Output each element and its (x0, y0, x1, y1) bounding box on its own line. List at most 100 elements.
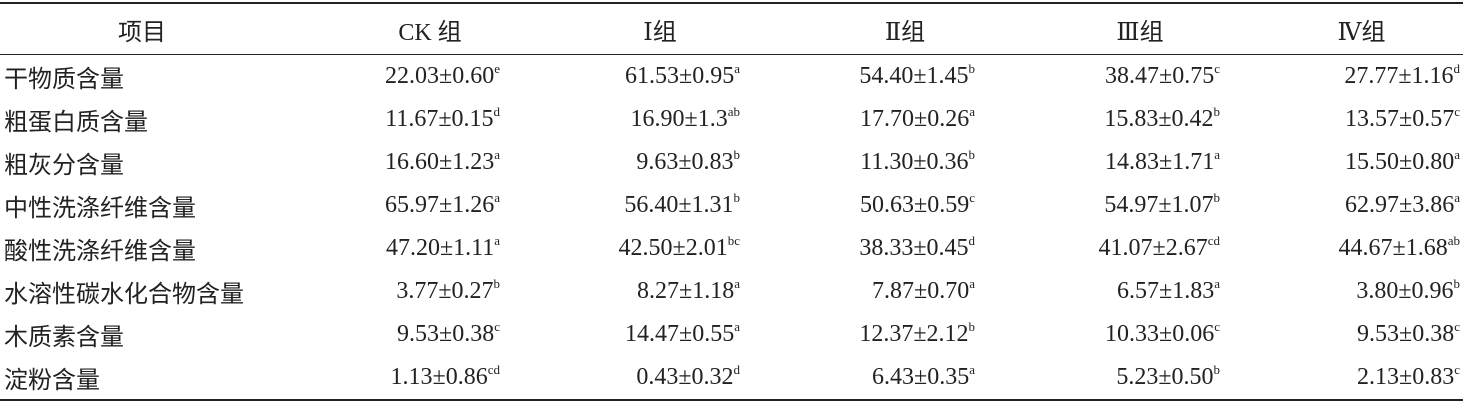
cell-value: 9.63±0.83 (636, 149, 734, 175)
table-cell: 13.57±0.57c (1260, 98, 1463, 141)
row-label: 粗蛋白质含量 (4, 110, 148, 136)
table-cell: 2.13±0.83c (1260, 356, 1463, 400)
significance-letter: b (493, 276, 501, 291)
table-cell: 42.50±2.01bc (530, 227, 790, 270)
significance-letter: b (968, 61, 976, 76)
significance-letter: c (1454, 362, 1460, 377)
significance-letter: b (968, 147, 976, 162)
cell-value: 54.40±1.45 (859, 63, 969, 89)
column-header: Ⅲ组 (1020, 3, 1260, 55)
cell-value: 62.97±3.86 (1345, 192, 1455, 218)
cell-value: 27.77±1.16 (1344, 63, 1454, 89)
row-label: 干物质含量 (4, 67, 124, 93)
cell-value: 9.53±0.38 (1357, 321, 1455, 347)
significance-letter: d (733, 362, 741, 377)
column-header: Ⅱ组 (790, 3, 1020, 55)
table-cell: 14.47±0.55a (530, 313, 790, 356)
column-header: CK 组 (330, 3, 530, 55)
significance-letter: c (494, 319, 500, 334)
table-row: 木质素含量 9.53±0.38c 14.47±0.55a 12.37±2.12b 10.… (0, 313, 1463, 356)
table-cell: 8.27±1.18a (530, 270, 790, 313)
table-cell: 11.30±0.36b (790, 141, 1020, 184)
significance-letter: a (1214, 276, 1220, 291)
column-header: Ⅳ组 (1260, 3, 1463, 55)
column-header: Ⅰ组 (530, 3, 790, 55)
cell-value: 10.33±0.06 (1105, 321, 1215, 347)
cell-value: 16.60±1.23 (385, 149, 495, 175)
table-cell: 6.43±0.35a (790, 356, 1020, 400)
cell-value: 11.30±0.36 (860, 149, 969, 175)
cell-value: 9.53±0.38 (397, 321, 495, 347)
table-cell: 61.53±0.95a (530, 55, 790, 99)
data-table: 项目 CK 组 Ⅰ组 Ⅱ组 Ⅲ组 Ⅳ组 干物质含量 22.03±0.60e 61.53±0.9… (0, 2, 1463, 401)
significance-letter: ab (1447, 233, 1460, 248)
significance-letter: b (968, 319, 976, 334)
table-row: 中性洗涤纤维含量 65.97±1.26a 56.40±1.31b 50.63±0.59… (0, 184, 1463, 227)
cell-value: 8.27±1.18 (637, 278, 735, 304)
significance-letter: cd (487, 362, 500, 377)
significance-letter: c (1454, 319, 1460, 334)
cell-value: 7.87±0.70 (872, 278, 970, 304)
table-cell: 17.70±0.26a (790, 98, 1020, 141)
table-cell: 41.07±2.67cd (1020, 227, 1260, 270)
table-row: 干物质含量 22.03±0.60e 61.53±0.95a 54.40±1.45b 38… (0, 55, 1463, 99)
table-cell: 9.63±0.83b (530, 141, 790, 184)
significance-letter: b (733, 147, 741, 162)
table-cell: 7.87±0.70a (790, 270, 1020, 313)
table-cell: 38.33±0.45d (790, 227, 1020, 270)
header-row: 项目 CK 组 Ⅰ组 Ⅱ组 Ⅲ组 Ⅳ组 (0, 3, 1463, 55)
significance-letter: a (1214, 147, 1220, 162)
row-label: 中性洗涤纤维含量 (4, 196, 196, 222)
cell-value: 47.20±1.11 (385, 235, 495, 261)
cell-value: 6.43±0.35 (872, 364, 970, 390)
table-cell: 38.47±0.75c (1020, 55, 1260, 99)
significance-letter: a (734, 61, 740, 76)
table-cell: 0.43±0.32d (530, 356, 790, 400)
significance-letter: a (734, 276, 740, 291)
table-row: 水溶性碳水化合物含量 3.77±0.27b 8.27±1.18a 7.87±0.70a… (0, 270, 1463, 313)
table-cell: 56.40±1.31b (530, 184, 790, 227)
significance-letter: ab (727, 104, 740, 119)
table-cell: 47.20±1.11a (330, 227, 530, 270)
cell-value: 44.67±1.68 (1338, 235, 1448, 261)
significance-letter: c (1214, 61, 1220, 76)
significance-letter: b (1213, 104, 1221, 119)
table-cell: 54.40±1.45b (790, 55, 1020, 99)
table-cell: 9.53±0.38c (330, 313, 530, 356)
row-label: 淀粉含量 (4, 368, 100, 394)
row-label: 木质素含量 (4, 325, 124, 351)
significance-letter: b (1453, 276, 1461, 291)
column-header: 项目 (0, 3, 330, 55)
table-cell: 11.67±0.15d (330, 98, 530, 141)
cell-value: 38.33±0.45 (859, 235, 969, 261)
significance-letter: e (494, 61, 500, 76)
significance-letter: b (1213, 190, 1221, 205)
cell-value: 41.07±2.67 (1098, 235, 1208, 261)
cell-value: 17.70±0.26 (860, 106, 970, 132)
significance-letter: c (1454, 104, 1460, 119)
row-label: 粗灰分含量 (4, 153, 124, 179)
table-cell: 9.53±0.38c (1260, 313, 1463, 356)
table-cell: 16.60±1.23a (330, 141, 530, 184)
cell-value: 15.50±0.80 (1345, 149, 1455, 175)
cell-value: 15.83±0.42 (1104, 106, 1214, 132)
row-label: 水溶性碳水化合物含量 (4, 282, 244, 308)
cell-value: 22.03±0.60 (385, 63, 495, 89)
significance-letter: c (1214, 319, 1220, 334)
table-cell: 12.37±2.12b (790, 313, 1020, 356)
table-cell: 50.63±0.59c (790, 184, 1020, 227)
significance-letter: a (494, 190, 500, 205)
table-cell: 16.90±1.3ab (530, 98, 790, 141)
significance-letter: a (494, 233, 500, 248)
cell-value: 65.97±1.26 (385, 192, 495, 218)
table-cell: 5.23±0.50b (1020, 356, 1260, 400)
table-cell: 54.97±1.07b (1020, 184, 1260, 227)
cell-value: 6.57±1.83 (1117, 278, 1215, 304)
significance-letter: bc (727, 233, 740, 248)
table-row: 粗灰分含量 16.60±1.23a 9.63±0.83b 11.30±0.36b 14.… (0, 141, 1463, 184)
table-cell: 44.67±1.68ab (1260, 227, 1463, 270)
cell-value: 3.77±0.27 (396, 278, 494, 304)
table-row: 酸性洗涤纤维含量 47.20±1.11a 42.50±2.01bc 38.33±0.4… (0, 227, 1463, 270)
table-cell: 14.83±1.71a (1020, 141, 1260, 184)
row-label: 酸性洗涤纤维含量 (4, 239, 196, 265)
